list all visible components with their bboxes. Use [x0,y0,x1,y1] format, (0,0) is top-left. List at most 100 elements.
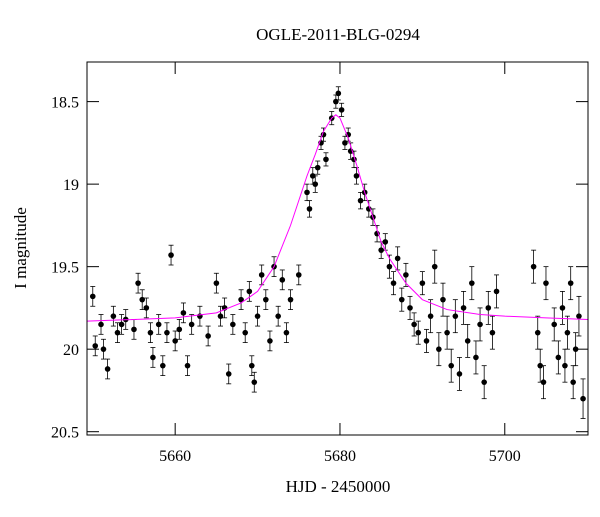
plot-frame [86,61,589,436]
data-point [407,305,413,311]
x-tick-label: 5680 [324,448,356,465]
data-point [382,239,389,245]
data-point [314,164,321,171]
data-point [100,346,107,352]
data-point [448,362,455,369]
chart-title: OGLE-2011-BLG-0294 [256,25,420,44]
data-point [118,321,125,328]
data-point [357,197,364,204]
data-point [217,313,224,319]
data-point [160,362,166,369]
data-point [230,321,236,328]
data-point [225,371,232,377]
data-point [473,354,479,361]
data-point [246,288,253,295]
data-point [89,293,96,300]
data-point [576,313,582,319]
data-point [135,280,141,286]
data-point [275,313,281,319]
data-point [295,272,302,278]
data-point [559,305,566,311]
y-axis-label: I magnitude [11,207,30,289]
data-point [390,280,397,286]
data-point [540,379,547,385]
data-point [440,296,446,303]
data-point [436,346,442,352]
data-point [164,329,170,336]
data-point [263,296,269,303]
data-point [188,321,195,328]
data-point [98,321,104,328]
data-point [258,272,265,278]
data-point [562,362,568,369]
x-axis-label: HJD - 2450000 [286,477,391,496]
x-tick-label: 5660 [159,448,191,465]
data-point [335,90,342,97]
data-point [419,280,426,286]
data-point [131,326,137,333]
data-point [537,362,544,369]
data-point [427,313,434,319]
data-point [570,379,576,385]
data-point [386,263,393,270]
data-point [572,346,579,352]
data-point [444,329,450,336]
data-point [205,333,211,339]
data-point [493,288,500,295]
data-point [530,263,537,270]
data-point [431,263,438,270]
y-tick-label: 20.5 [51,425,79,442]
data-point [110,313,117,319]
data-point [338,107,345,113]
data-point [306,206,313,212]
data-point [551,321,558,328]
data-point [469,280,475,286]
data-point [460,305,467,311]
data-point [378,247,384,253]
data-point [456,371,463,377]
y-tick-label: 20 [63,342,79,359]
data-point [242,329,249,336]
data-point [464,338,471,344]
y-tick-label: 18.5 [51,95,79,112]
data-point [423,338,430,344]
data-point [168,252,174,258]
data-point [287,296,294,303]
data-point [238,296,244,303]
data-point [555,354,562,361]
data-point [114,329,121,336]
data-point [267,338,273,344]
data-point [411,321,417,328]
data-point [147,329,154,336]
data-point [567,280,574,286]
model-curve [87,114,588,322]
data-point [104,366,111,372]
data-point [251,379,258,385]
data-point [534,329,541,336]
y-tick-label: 19.5 [51,260,79,277]
data-point [345,131,352,138]
data-point [481,379,487,385]
data-point [184,362,191,369]
data-point [323,156,329,163]
data-point [403,272,409,278]
data-point [213,280,220,286]
data-point [283,329,290,336]
data-point [580,395,586,402]
data-point [92,343,99,349]
data-point [485,305,492,311]
data-point [489,329,496,336]
data-point [176,326,183,333]
data-point [155,321,162,328]
data-point [172,338,178,344]
data-point [249,362,255,369]
data-point [279,277,286,283]
data-point [139,296,146,303]
data-point [150,354,156,361]
x-tick-label: 5700 [489,448,521,465]
data-point [254,313,261,319]
y-tick-label: 19 [63,177,79,194]
data-point [543,280,549,286]
data-point [477,321,483,328]
